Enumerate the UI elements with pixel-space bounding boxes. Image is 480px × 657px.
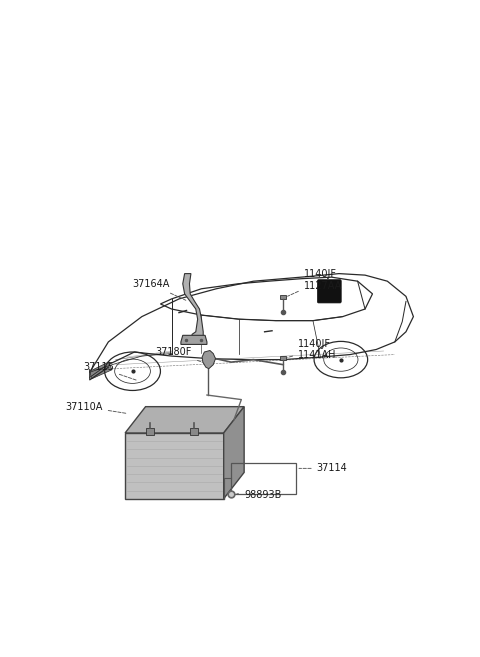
- Bar: [145, 428, 154, 436]
- Text: 37114: 37114: [299, 463, 348, 474]
- Polygon shape: [202, 350, 216, 369]
- Bar: [190, 428, 198, 436]
- Polygon shape: [224, 407, 244, 499]
- FancyBboxPatch shape: [317, 280, 341, 303]
- Text: 37115: 37115: [83, 362, 137, 380]
- Polygon shape: [125, 407, 244, 433]
- Polygon shape: [280, 295, 286, 299]
- Bar: [231, 463, 296, 493]
- Text: 37110A: 37110A: [65, 401, 126, 413]
- Text: 37164A: 37164A: [132, 279, 186, 300]
- Polygon shape: [90, 362, 112, 379]
- Text: 98893B: 98893B: [237, 489, 281, 500]
- Text: 37180F: 37180F: [156, 347, 203, 362]
- Text: 1140JF
1127AA: 1140JF 1127AA: [288, 269, 342, 296]
- Text: 1140JF
1141AH: 1140JF 1141AH: [288, 339, 336, 360]
- Polygon shape: [183, 273, 203, 337]
- Polygon shape: [125, 433, 224, 499]
- Polygon shape: [181, 335, 207, 344]
- Polygon shape: [280, 355, 286, 359]
